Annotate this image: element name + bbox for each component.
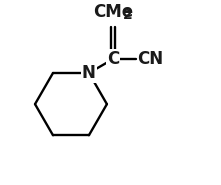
Text: C: C: [107, 50, 119, 68]
Text: CN: CN: [137, 50, 164, 68]
Text: N: N: [82, 64, 96, 82]
Text: 2: 2: [123, 8, 133, 22]
Text: CMe: CMe: [93, 3, 133, 21]
